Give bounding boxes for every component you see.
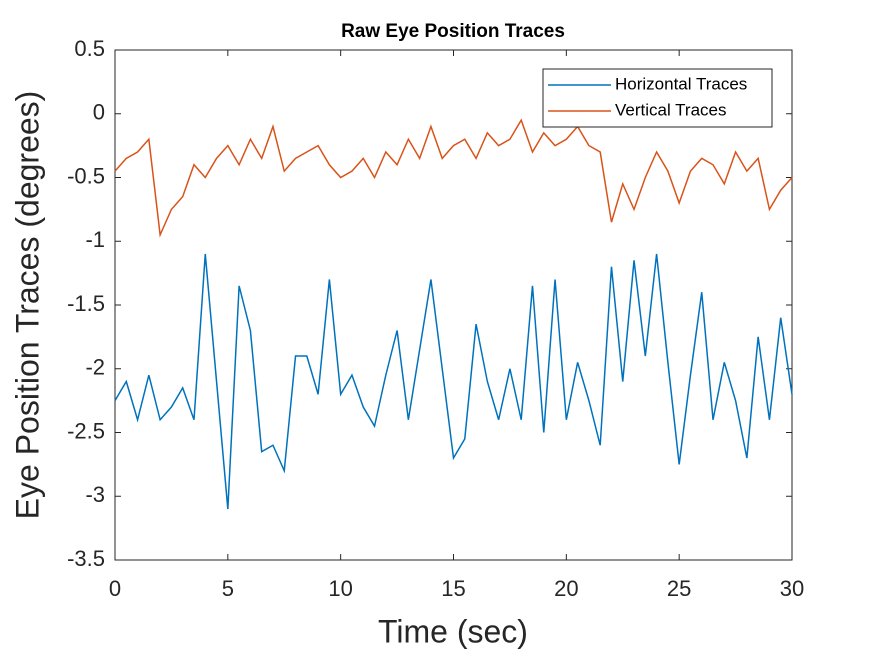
y-tick-label: -1 [85,227,105,252]
x-tick-label: 15 [441,576,465,601]
y-tick-label: 0.5 [74,36,105,61]
y-tick-label: -3 [85,482,105,507]
legend-box [542,68,773,128]
x-tick-label: 10 [328,576,352,601]
line-series [114,253,793,510]
x-axis-title: Time (sec) [378,613,528,649]
y-tick-label: -2.5 [67,418,105,443]
chart-title: Raw Eye Position Traces [341,21,565,42]
x-tick-label: 30 [780,576,804,601]
y-tick-label: 0 [93,100,105,125]
legend-label: Vertical Traces [615,100,727,119]
y-axis-title: Eye Position Traces (degrees) [9,91,45,520]
y-tick-label: -3.5 [67,546,105,571]
y-tick-label: -2 [85,355,105,380]
x-tick-label: 0 [109,576,121,601]
x-tick-label: 20 [554,576,578,601]
y-tick-label: -0.5 [67,163,105,188]
x-tick-label: 5 [222,576,234,601]
x-tick-label: 25 [667,576,691,601]
y-tick-label: -1.5 [67,291,105,316]
plot-area [114,49,793,561]
line-series [114,118,793,238]
legend-label: Horizontal Traces [615,74,747,93]
